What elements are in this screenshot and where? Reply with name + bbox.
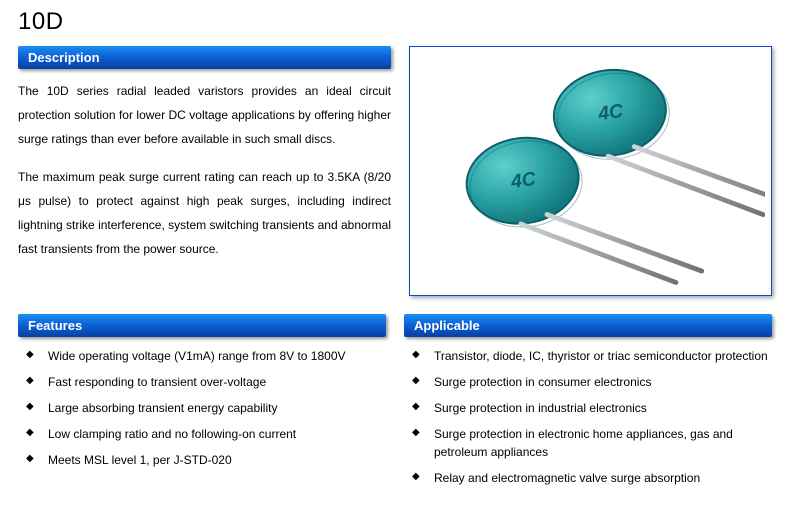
list-item: Relay and electromagnetic valve surge ab… bbox=[410, 469, 772, 487]
list-item: Surge protection in electronic home appl… bbox=[410, 425, 772, 461]
features-list: Wide operating voltage (V1mA) range from… bbox=[18, 347, 386, 469]
svg-text:4C: 4C bbox=[596, 100, 626, 126]
list-item: Large absorbing transient energy capabil… bbox=[24, 399, 386, 417]
applicable-list: Transistor, diode, IC, thyristor or tria… bbox=[404, 347, 772, 487]
list-item: Surge protection in consumer electronics bbox=[410, 373, 772, 391]
svg-text:4C: 4C bbox=[509, 168, 539, 194]
applicable-heading: Applicable bbox=[404, 314, 772, 337]
description-paragraph-2: The maximum peak surge current rating ca… bbox=[18, 165, 391, 261]
list-item: Surge protection in industrial electroni… bbox=[410, 399, 772, 417]
upper-row: Description The 10D series radial leaded… bbox=[18, 46, 772, 310]
description-paragraph-1: The 10D series radial leaded varistors p… bbox=[18, 79, 391, 151]
lower-row: Features Wide operating voltage (V1mA) r… bbox=[18, 314, 772, 495]
varistor-illustration: 4C 4C bbox=[416, 53, 765, 289]
features-heading: Features bbox=[18, 314, 386, 337]
list-item: Wide operating voltage (V1mA) range from… bbox=[24, 347, 386, 365]
list-item: Low clamping ratio and no following-on c… bbox=[24, 425, 386, 443]
applicable-column: Applicable Transistor, diode, IC, thyris… bbox=[404, 314, 772, 495]
page-title: 10D bbox=[18, 8, 772, 36]
list-item: Fast responding to transient over-voltag… bbox=[24, 373, 386, 391]
description-heading: Description bbox=[18, 46, 391, 69]
image-column: 4C 4C bbox=[409, 46, 772, 310]
product-image-box: 4C 4C bbox=[409, 46, 772, 296]
features-column: Features Wide operating voltage (V1mA) r… bbox=[18, 314, 386, 495]
list-item: Transistor, diode, IC, thyristor or tria… bbox=[410, 347, 772, 365]
list-item: Meets MSL level 1, per J-STD-020 bbox=[24, 451, 386, 469]
description-column: Description The 10D series radial leaded… bbox=[18, 46, 391, 275]
